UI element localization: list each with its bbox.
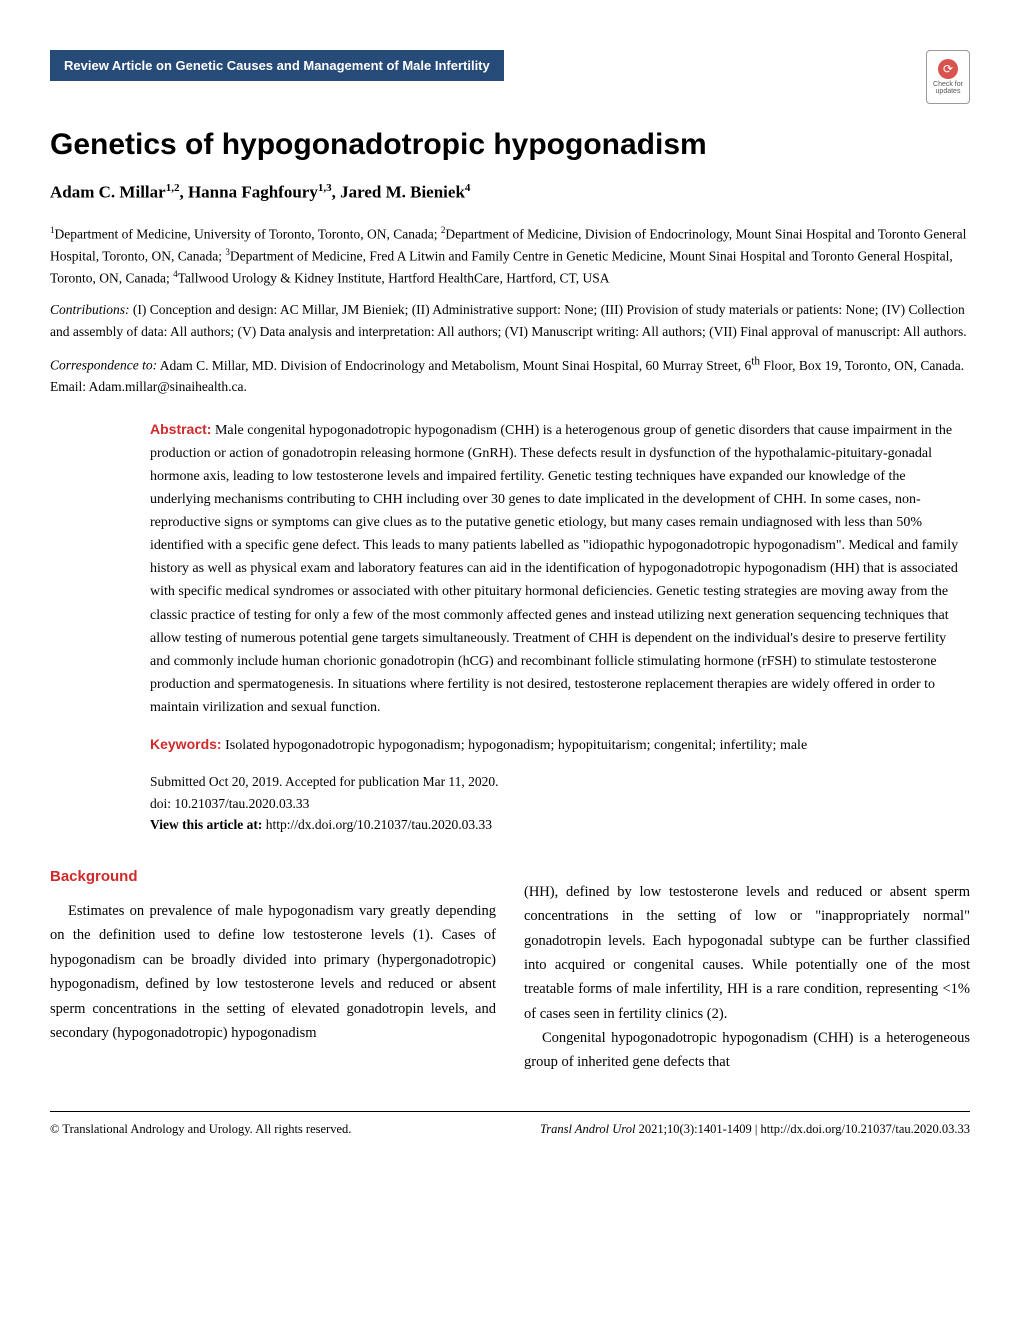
footer-citation-text: 2021;10(3):1401-1409 | http://dx.doi.org… [635,1122,970,1136]
view-article-label: View this article at: [150,817,262,832]
author-list: Adam C. Millar1,2, Hanna Faghfoury1,3, J… [50,182,970,203]
correspondence: Correspondence to: Adam C. Millar, MD. D… [50,352,970,398]
body-paragraph: Estimates on prevalence of male hypogona… [50,899,496,1045]
contributions: Contributions: (I) Conception and design… [50,299,970,342]
view-article-url[interactable]: http://dx.doi.org/10.21037/tau.2020.03.3… [266,817,492,832]
abstract-label: Abstract: [150,421,211,437]
affiliations: 1Department of Medicine, University of T… [50,223,970,289]
footer-copyright: © Translational Andrology and Urology. A… [50,1122,351,1137]
keywords-text: Isolated hypogonadotropic hypogonadism; … [222,738,808,753]
section-heading-background: Background [50,864,496,889]
correspondence-text: Adam C. Millar, MD. Division of Endocrin… [50,358,964,395]
check-updates-label: Check for updates [927,81,969,95]
doi: doi: 10.21037/tau.2020.03.33 [150,793,960,815]
submission-dates: Submitted Oct 20, 2019. Accepted for pub… [150,771,960,793]
keywords-label: Keywords: [150,736,222,752]
check-for-updates-badge[interactable]: ⟳ Check for updates [926,50,970,104]
keywords: Keywords: Isolated hypogonadotropic hypo… [150,733,960,757]
article-title: Genetics of hypogonadotropic hypogonadis… [50,128,970,162]
footer-citation: Transl Androl Urol 2021;10(3):1401-1409 … [540,1122,970,1137]
contributions-label: Contributions: [50,302,130,317]
contributions-text: (I) Conception and design: AC Millar, JM… [50,302,967,339]
abstract-text: Male congenital hypogonadotropic hypogon… [150,423,958,715]
check-updates-icon: ⟳ [938,59,958,79]
article-type-badge: Review Article on Genetic Causes and Man… [50,50,504,81]
body-paragraph: Congenital hypogonadotropic hypogonadism… [524,1026,970,1075]
body-paragraph: (HH), defined by low testosterone levels… [524,880,970,1026]
abstract: Abstract: Male congenital hypogonadotrop… [150,418,960,719]
correspondence-label: Correspondence to: [50,358,157,373]
footer-journal: Transl Androl Urol [540,1122,635,1136]
